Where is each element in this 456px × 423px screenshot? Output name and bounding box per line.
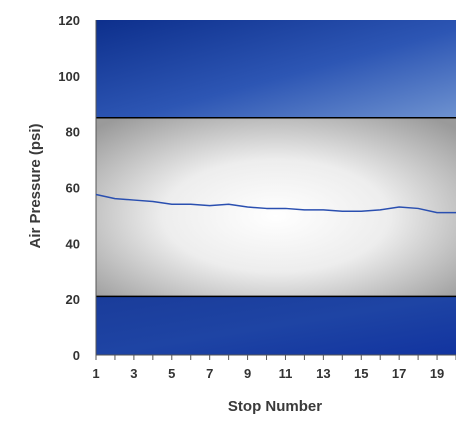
y-tick-label: 100 [58, 69, 80, 84]
x-tick-label: 11 [279, 366, 293, 381]
x-tick-label: 9 [244, 366, 251, 381]
x-tick-label: 13 [316, 366, 330, 381]
x-axis-title: Stop Number [228, 398, 322, 415]
y-tick-label: 80 [66, 125, 80, 140]
y-tick-label: 0 [73, 348, 80, 363]
x-tick-label: 5 [168, 366, 175, 381]
y-tick-label: 60 [66, 181, 80, 196]
band-high [96, 20, 456, 118]
x-tick-label: 17 [392, 366, 406, 381]
y-tick-label: 20 [66, 292, 80, 307]
x-tick-label: 19 [430, 366, 444, 381]
x-tick-label: 15 [354, 366, 368, 381]
band-low [96, 296, 456, 355]
x-tick-label: 1 [92, 366, 99, 381]
y-tick-label: 40 [66, 236, 80, 251]
y-tick-label: 120 [58, 13, 80, 28]
bands-layer [96, 20, 456, 355]
y-axis-title: Air Pressure (psi) [27, 123, 44, 248]
x-tick-label: 3 [130, 366, 137, 381]
x-tick-label: 7 [206, 366, 213, 381]
